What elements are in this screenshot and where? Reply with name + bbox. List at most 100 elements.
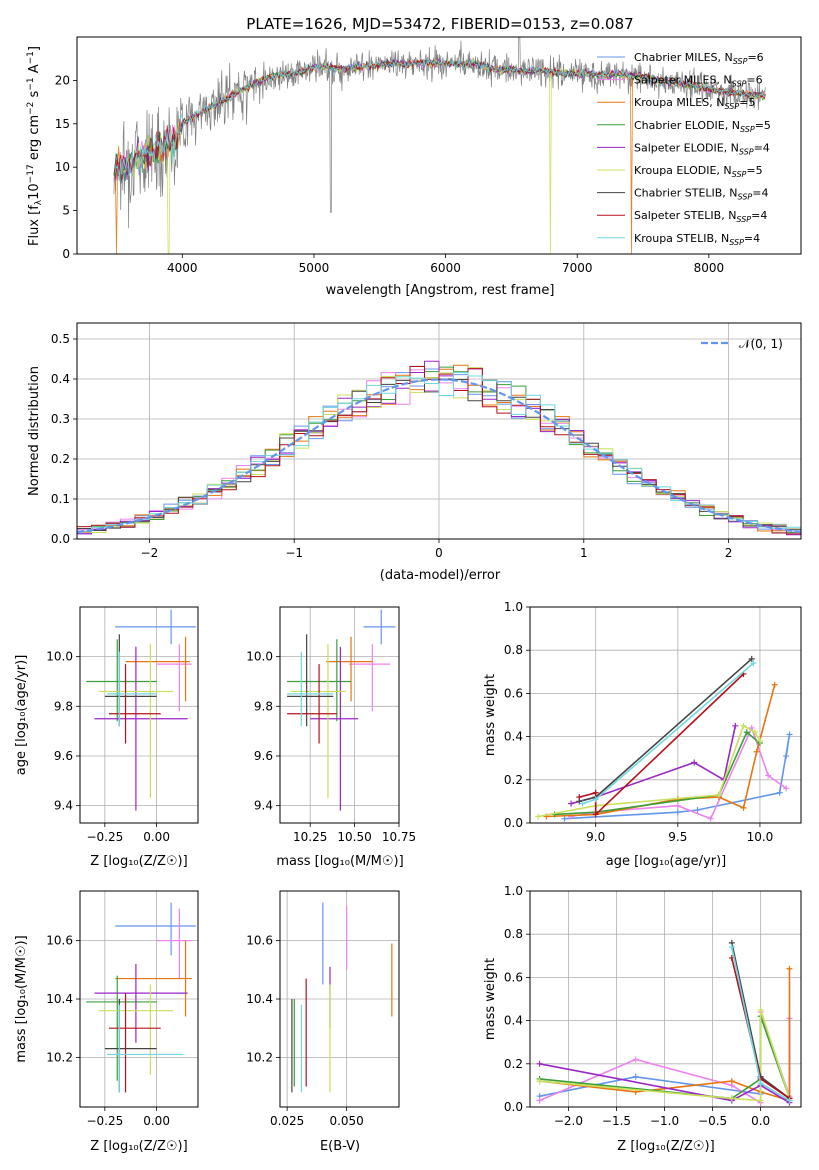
- massweight-marker: [568, 800, 575, 807]
- spectrum-legend: Chabrier MILES, NSSP=6 Salpeter MILES, NS…: [597, 51, 771, 247]
- massweight-marker: [743, 729, 750, 736]
- spectrum-frame: [76, 36, 802, 255]
- y-tick-label: 0.0: [51, 532, 70, 546]
- x-tick-label: −1.5: [602, 1114, 631, 1128]
- massweight-marker: [691, 759, 698, 766]
- massweight-marker: [783, 753, 790, 760]
- spectrum-title: PLATE=1626, MJD=53472, FIBERID=0153, z=0…: [246, 15, 633, 33]
- y-tick-label: 10.6: [246, 934, 273, 948]
- spectrum-model-line: [115, 57, 766, 254]
- massweight-marker: [757, 1097, 764, 1104]
- mass-vs-ebv-plot-area: 0.025 0.050 10.2 10.4 10.6: [246, 891, 399, 1128]
- x-tick-label: 10.0: [747, 830, 774, 844]
- x-tick-label: 6000: [430, 261, 461, 275]
- massweight-marker: [694, 807, 701, 814]
- massweight-marker: [765, 772, 772, 779]
- massweight-marker: [715, 791, 722, 798]
- y-tick-label: 10.4: [246, 992, 273, 1006]
- massweight-marker: [786, 965, 793, 972]
- residuals-panel: −2 −1 0 1 2 0.0 0.1 0.2 0.3 0.4 0.5 (data-model)/e…: [27, 322, 802, 583]
- massweight-vs-z-ylabel: mass weight: [483, 958, 498, 1040]
- massweight-line: [579, 673, 745, 817]
- y-tick-label: 0.6: [504, 686, 523, 700]
- massweight-vs-z-panel: −2.0 −1.5 −1.0 −0.5 0.0 0.0 0.2 0.4 0.6 0.8 1.0 Z …: [483, 884, 802, 1154]
- massweight-marker: [740, 722, 747, 729]
- massweight-marker: [757, 1080, 764, 1087]
- spectrum-model-line: [115, 58, 766, 182]
- spectrum-model-line: [115, 58, 766, 254]
- massweight-vs-age-panel: 9.0 9.5 10.0 0.0 0.2 0.4 0.6 0.8 1.0 age [log₁₀(…: [483, 600, 802, 869]
- y-tick-label: 10.6: [46, 934, 73, 948]
- massweight-line: [539, 968, 791, 1102]
- y-tick-label: 0.4: [51, 372, 70, 386]
- massweight-marker: [748, 655, 755, 662]
- y-tick-label: 9.8: [54, 699, 73, 713]
- x-tick-label: 2: [725, 546, 733, 560]
- massweight-marker: [740, 804, 747, 811]
- massweight-vs-age-plot-area: 9.0 9.5 10.0 0.0 0.2 0.4 0.6 0.8 1.0: [504, 600, 801, 844]
- spectrum-model-line: [114, 58, 766, 180]
- age-vs-z-plot-area: −0.25 0.00 9.4 9.6 9.8 10.0: [46, 607, 198, 844]
- x-tick-label: 0: [435, 546, 443, 560]
- massweight-marker: [728, 1078, 735, 1085]
- y-tick-label: 9.6: [254, 749, 273, 763]
- y-tick-label: 10.0: [246, 650, 273, 664]
- x-tick-label: 10.25: [293, 830, 327, 844]
- massweight-line: [539, 1063, 790, 1104]
- x-tick-label: 8000: [694, 261, 725, 275]
- age-vs-mass-plot-area: 10.25 10.50 10.75 9.4 9.6 9.8 10.0: [246, 607, 416, 844]
- x-tick-label: 7000: [562, 261, 593, 275]
- y-tick-label: 0.8: [504, 927, 523, 941]
- massweight-marker: [728, 944, 735, 951]
- spectrum-legend-label: Kroupa ELODIE, NSSP=5: [634, 164, 763, 179]
- y-tick-label: 9.4: [54, 799, 73, 813]
- massweight-marker: [674, 802, 681, 809]
- x-tick-label: 10.75: [382, 830, 416, 844]
- y-tick-label: 0.2: [51, 452, 70, 466]
- x-tick-label: 4000: [167, 261, 198, 275]
- spectrum-legend-label: Chabrier STELIB, NSSP=4: [634, 187, 768, 202]
- massweight-marker: [579, 800, 586, 807]
- mass-vs-ebv-panel: 0.025 0.050 10.2 10.4 10.6 E(B-V): [246, 890, 400, 1154]
- y-tick-label: 10.2: [46, 1050, 73, 1064]
- x-tick-label: −0.5: [698, 1114, 727, 1128]
- y-tick-label: 9.4: [254, 799, 273, 813]
- x-tick-label: −2.0: [554, 1114, 583, 1128]
- residuals-frame: [76, 322, 802, 540]
- x-tick-label: −0.25: [86, 1114, 123, 1128]
- mass-vs-z-panel: −0.25 0.00 10.2 10.4 10.6 Z [log₁₀(Z/Z☉)] ma…: [14, 890, 199, 1154]
- spectrum-legend-label: Kroupa MILES, NSSP=5: [634, 96, 755, 111]
- mass-vs-z-ylabel: mass [log₁₀(M/M☉)]: [14, 935, 29, 1062]
- age-vs-z-ylabel: age [log₁₀(age/yr)]: [14, 655, 29, 776]
- mass-vs-z-plot-area: −0.25 0.00 10.2 10.4 10.6: [46, 891, 198, 1128]
- age-vs-mass-frame: [279, 606, 400, 824]
- spectrum-legend-label: Salpeter ELODIE, NSSP=4: [634, 141, 770, 156]
- massweight-marker: [728, 1095, 735, 1102]
- massweight-marker: [783, 785, 790, 792]
- massweight-marker: [592, 789, 599, 796]
- y-tick-label: 10.0: [46, 650, 73, 664]
- y-tick-label: 5: [62, 204, 70, 218]
- massweight-marker: [757, 1006, 764, 1013]
- y-tick-label: 0.8: [504, 643, 523, 657]
- y-tick-label: 0.4: [504, 1014, 523, 1028]
- spectrum-xlabel: wavelength [Angstrom, rest frame]: [326, 283, 555, 298]
- x-tick-label: 10.50: [337, 830, 371, 844]
- x-tick-label: 9.5: [668, 830, 687, 844]
- residual-histogram: [77, 366, 801, 535]
- x-tick-label: 9.0: [586, 830, 605, 844]
- massweight-marker: [561, 815, 568, 822]
- massweight-vs-z-frame: [529, 890, 802, 1108]
- massweight-marker: [568, 813, 575, 820]
- spectrum-legend-label: Salpeter STELIB, NSSP=4: [634, 209, 767, 224]
- massweight-marker: [535, 813, 542, 820]
- y-tick-label: 10.2: [246, 1050, 273, 1064]
- massweight-vs-z-plot-area: −2.0 −1.5 −1.0 −0.5 0.0 0.0 0.2 0.4 0.6 0.8 1.0: [504, 884, 801, 1128]
- x-tick-label: 1: [580, 546, 588, 560]
- residuals-xlabel: (data-model)/error: [380, 568, 501, 583]
- age-vs-z-xlabel: Z [log₁₀(Z/Z☉)]: [90, 854, 187, 869]
- y-tick-label: 20: [55, 73, 70, 87]
- massweight-line: [538, 724, 761, 818]
- spectrum-legend-label: Chabrier MILES, NSSP=6: [634, 51, 764, 66]
